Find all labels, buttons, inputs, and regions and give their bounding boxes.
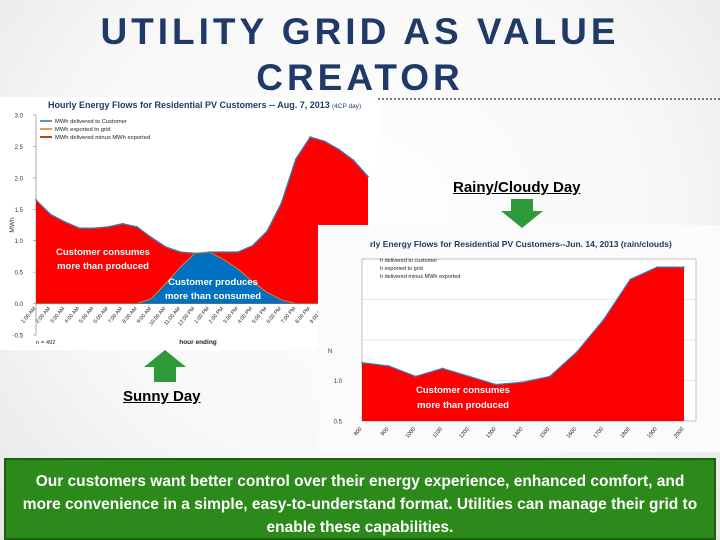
delivered-point	[522, 381, 524, 384]
delivered-point	[107, 225, 110, 228]
delivered-point	[361, 361, 363, 364]
rainy-chart-panel: rly Energy Flows for Residential PV Cust…	[318, 225, 720, 452]
delivered-area	[36, 137, 368, 304]
title-divider	[375, 98, 720, 100]
y-tick-label: 0.5	[334, 420, 343, 426]
delivered-point	[441, 367, 444, 370]
delivered-point	[193, 252, 196, 255]
delivered-point	[602, 318, 605, 321]
x-tick-label: 1500	[539, 426, 551, 439]
x-tick-label: 1400	[512, 426, 524, 439]
delivered-point	[251, 244, 254, 247]
y-tick-label: 0.0	[15, 302, 24, 308]
x-tick-label: 1800	[619, 426, 631, 439]
rainy-day-chart: rly Energy Flows for Residential PV Cust…	[328, 239, 697, 440]
x-tick-label: 1900	[646, 426, 658, 439]
chart2-title: rly Energy Flows for Residential PV Cust…	[370, 239, 672, 249]
annotation-consumes-l1: Customer consumes	[416, 385, 510, 396]
x-tick-label: 1000	[405, 426, 417, 439]
delivered-point	[629, 278, 632, 281]
y-tick-label: 1.5	[15, 208, 24, 214]
annotation-consumes-l2: more than produced	[57, 261, 149, 272]
x-tick-label: 2000	[673, 426, 685, 439]
delivered-point	[387, 365, 390, 367]
sunny-day-label: Sunny Day	[123, 388, 201, 405]
delivered-point	[548, 375, 551, 378]
delivered-point	[575, 351, 578, 354]
x-tick-label: 800	[353, 426, 364, 437]
delivered-point	[150, 236, 153, 239]
chart1-title: Hourly Energy Flows for Residential PV C…	[48, 100, 330, 110]
delivered-point	[136, 225, 138, 228]
delivered-point	[266, 230, 268, 233]
delivered-point	[92, 227, 95, 230]
message-banner: Our customers want better control over t…	[4, 458, 716, 540]
y-tick-label: 1.0	[15, 239, 24, 245]
delivered-point	[468, 375, 471, 378]
delivered-point	[414, 375, 417, 378]
delivered-point	[121, 222, 124, 225]
y-tick-label: 2.5	[15, 145, 24, 151]
delivered-point	[208, 251, 211, 253]
x-tick-label: 900	[380, 426, 391, 437]
delivered-point	[49, 213, 52, 216]
delivered-point	[656, 266, 659, 268]
legend-entry: h exported to grid	[380, 266, 423, 272]
rainy-day-label: Rainy/Cloudy Day	[453, 179, 581, 196]
delivered-point	[323, 140, 326, 143]
delivered-point	[165, 246, 167, 248]
annotation-produces-l1: Customer produces	[168, 277, 258, 288]
annotation-consumes-l1: Customer consumes	[56, 247, 150, 258]
delivered-point	[367, 175, 369, 178]
annotation-consumes-l2: more than produced	[417, 400, 509, 411]
delivered-point	[280, 202, 283, 204]
legend-entry: MWh exported to grid	[55, 127, 110, 133]
footnote: n = 492	[36, 340, 56, 346]
delivered-point	[294, 158, 297, 160]
delivered-point	[309, 136, 312, 138]
y-tick-label: 1.0	[334, 379, 343, 385]
delivered-point	[63, 220, 66, 223]
slide-title-line2: CREATOR	[256, 57, 464, 98]
legend-entry: h delivered to customer	[380, 258, 437, 264]
slide-title-line1: UTILITY GRID AS VALUE	[100, 11, 620, 52]
x-tick-label: 1600	[566, 426, 578, 439]
x-tick-label: 1300	[485, 426, 497, 439]
x-tick-label: 1700	[593, 426, 605, 439]
delivered-point	[338, 148, 341, 151]
delivered-point	[237, 251, 239, 253]
chart1-title-note: (4CP day)	[332, 103, 361, 110]
x-tick-label: 1100	[432, 426, 444, 439]
down-arrow-icon	[501, 199, 543, 228]
delivered-area	[362, 267, 684, 421]
legend-entry: h delivered minus MWh exported	[380, 274, 460, 280]
legend-entry: MWh delivered minus MWh exported	[55, 135, 150, 141]
y-tick-label: 3.0	[15, 114, 24, 120]
sunny-chart-panel: Hourly Energy Flows for Residential PV C…	[0, 97, 378, 350]
annotation-produces-l2: more than consumed	[165, 291, 261, 302]
y-tick-label: -0.5	[13, 334, 24, 340]
delivered-point	[222, 251, 225, 253]
y-tick-label: 2.0	[15, 176, 24, 182]
x-tick-label: 1200	[458, 426, 470, 439]
delivered-point	[352, 159, 355, 162]
y-tick-label: 0.5	[15, 271, 24, 277]
delivered-point	[35, 198, 37, 201]
x-axis-label: hour ending	[179, 339, 217, 346]
delivered-point	[683, 266, 685, 268]
delivered-point	[179, 251, 182, 253]
delivered-point	[78, 227, 81, 230]
delivered-point	[495, 383, 498, 386]
up-arrow-icon	[144, 350, 186, 382]
y-axis-label: N	[328, 349, 332, 355]
exported-area	[36, 252, 368, 304]
legend-entry: MWh delivered to Customer	[55, 119, 127, 125]
y-axis-label: MWh	[9, 217, 16, 233]
